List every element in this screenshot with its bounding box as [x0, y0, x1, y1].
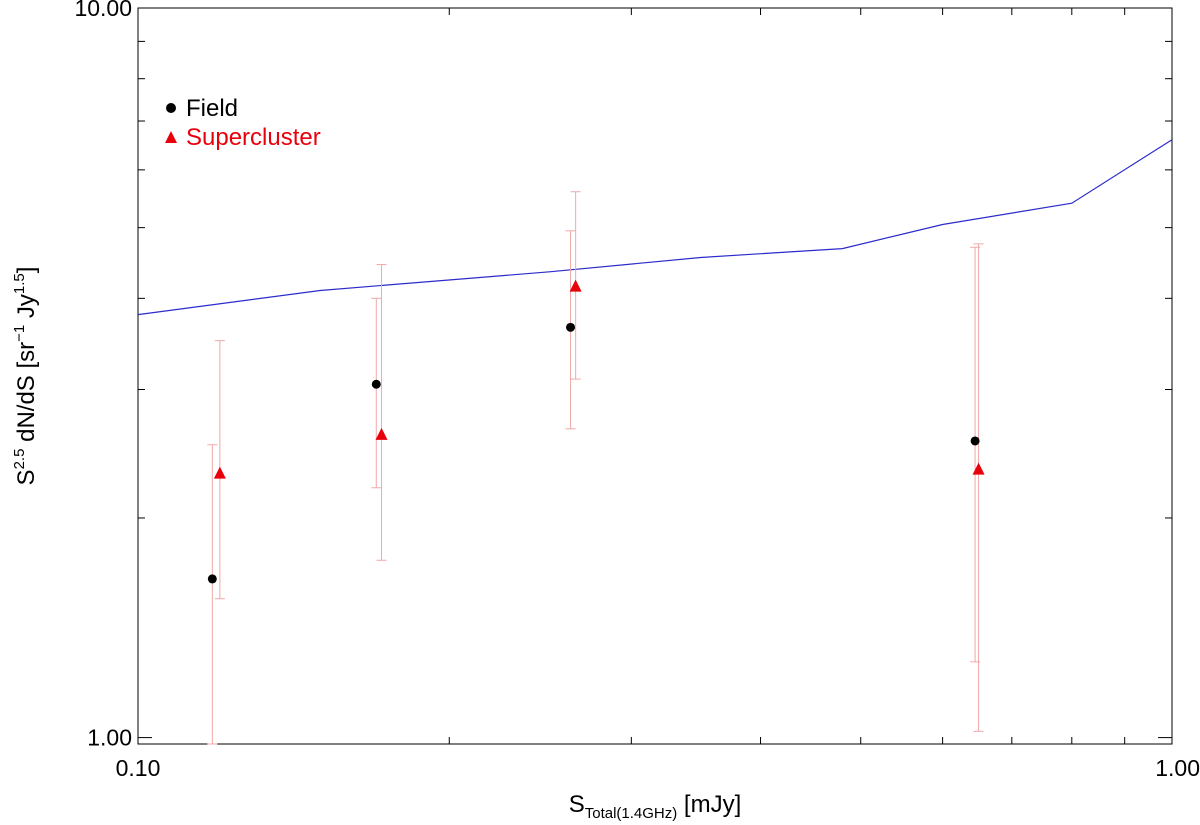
error-bars	[207, 191, 984, 745]
supercluster-point	[972, 462, 985, 475]
model-line	[137, 139, 1173, 316]
x-axis-title: STotal(1.4GHz) [mJy]	[569, 791, 742, 822]
legend: Field Supercluster	[165, 95, 321, 151]
legend-label-field: Field	[186, 95, 238, 122]
legend-marker-field	[166, 103, 176, 113]
tick-labels: 0.10 1.00 1.00 10.00	[74, 0, 1200, 781]
model-curve	[137, 139, 1173, 316]
field-point	[371, 379, 381, 389]
y-tick-label: 10.00	[74, 0, 132, 21]
supercluster-point	[213, 466, 226, 479]
axis-ticks	[137, 7, 1173, 744]
data-markers	[207, 279, 985, 584]
supercluster-point	[569, 279, 582, 292]
field-point	[207, 574, 217, 584]
x-tick-label: 0.10	[116, 755, 161, 781]
plot-frame	[137, 7, 1173, 745]
y-tick-label: 1.00	[87, 725, 132, 751]
x-tick-label: 1.00	[1155, 755, 1200, 781]
y-axis-title: S2.5 dN/dS [sr−1 Jy1.5]	[11, 267, 40, 486]
field-point	[970, 436, 980, 446]
field-point	[566, 322, 576, 332]
legend-label-supercluster: Supercluster	[186, 124, 321, 151]
legend-marker-supercluster	[165, 131, 177, 143]
supercluster-point	[375, 427, 388, 440]
